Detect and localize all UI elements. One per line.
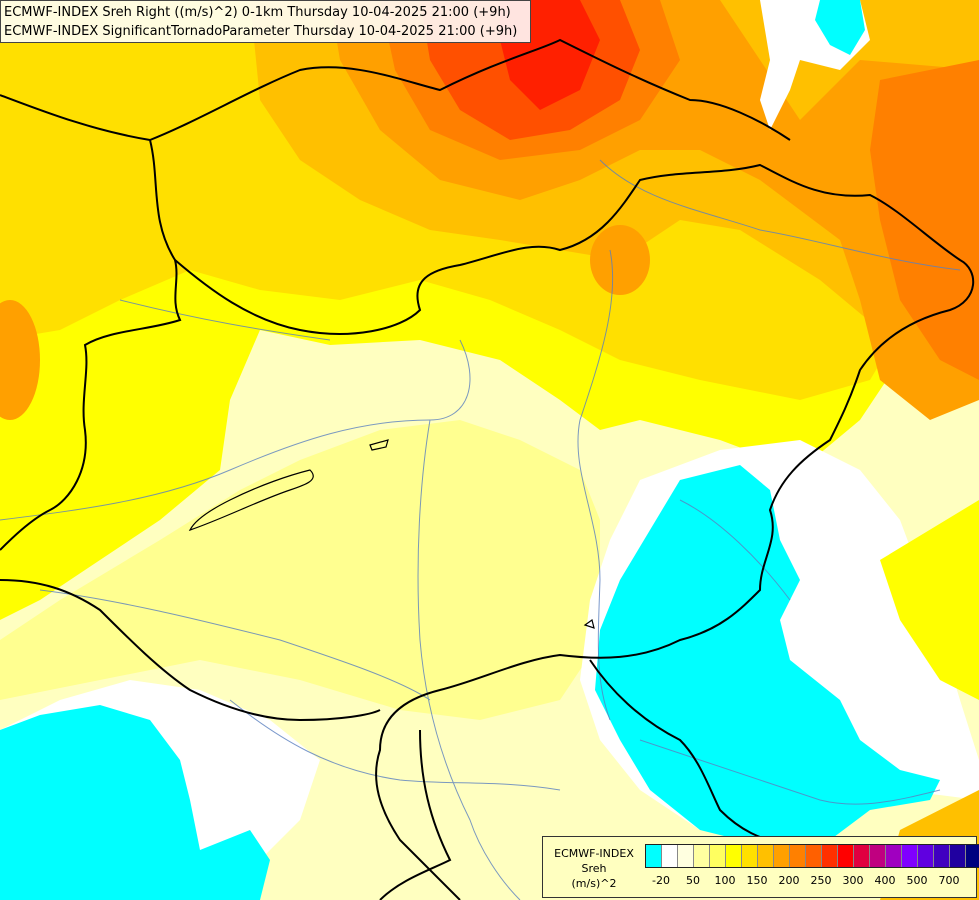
legend-color-scale [645, 844, 979, 868]
legend-swatch [854, 845, 870, 867]
field-orange-west [0, 300, 40, 420]
legend-swatch [662, 845, 678, 867]
legend-swatch [726, 845, 742, 867]
color-legend: ECMWF-INDEX Sreh (m/s)^2 -20 50 100 150 200 2… [542, 836, 979, 898]
lakes [188, 439, 595, 629]
field-cyan-ne [815, 0, 865, 55]
country-borders [0, 38, 975, 900]
field-light-yellow [0, 420, 600, 720]
field-cyan-sw [0, 705, 270, 900]
legend-swatch [886, 845, 902, 867]
legend-title-param: Sreh [581, 862, 607, 875]
field-cyan-se [595, 465, 940, 845]
legend-swatch [950, 845, 966, 867]
rivers [0, 159, 961, 900]
map-title-sreh: ECMWF-INDEX Sreh Right ((m/s)^2) 0-1km T… [4, 5, 511, 20]
legend-swatch [934, 845, 950, 867]
legend-swatch [710, 845, 726, 867]
legend-tick-label: 50 [686, 874, 700, 887]
legend-swatch [822, 845, 838, 867]
legend-swatch [758, 845, 774, 867]
legend-swatch [742, 845, 758, 867]
legend-tick-label: 400 [874, 874, 896, 887]
legend-tick-label: -20 [652, 874, 670, 887]
legend-swatch [646, 845, 662, 867]
field-yellow-se [880, 500, 979, 700]
legend-tick-label: 150 [746, 874, 768, 887]
legend-swatch [838, 845, 854, 867]
legend-tick-label: 500 [906, 874, 928, 887]
legend-swatch [694, 845, 710, 867]
legend-title-units: (m/s)^2 [571, 877, 617, 890]
map-title-box: ECMWF-INDEX Sreh Right ((m/s)^2) 0-1km T… [0, 0, 531, 43]
legend-tick-label: 100 [714, 874, 736, 887]
legend-title: ECMWF-INDEX Sreh (m/s)^2 [545, 846, 643, 891]
legend-tick-labels: -20 50 100 150 200 250 300 400 500 700 [645, 874, 975, 890]
legend-swatch [870, 845, 886, 867]
map-title-stp: ECMWF-INDEX SignificantTornadoParameter … [4, 24, 518, 39]
legend-swatch [678, 845, 694, 867]
legend-tick-label: 250 [810, 874, 832, 887]
legend-title-model: ECMWF-INDEX [554, 847, 634, 860]
legend-swatch [790, 845, 806, 867]
field-orange-blob [590, 225, 650, 295]
legend-swatch [918, 845, 934, 867]
legend-swatch [806, 845, 822, 867]
legend-tick-label: 200 [778, 874, 800, 887]
legend-swatch [774, 845, 790, 867]
legend-tick-label: 300 [842, 874, 864, 887]
legend-swatch [902, 845, 918, 867]
legend-swatch [966, 845, 979, 867]
legend-tick-label: 700 [938, 874, 960, 887]
